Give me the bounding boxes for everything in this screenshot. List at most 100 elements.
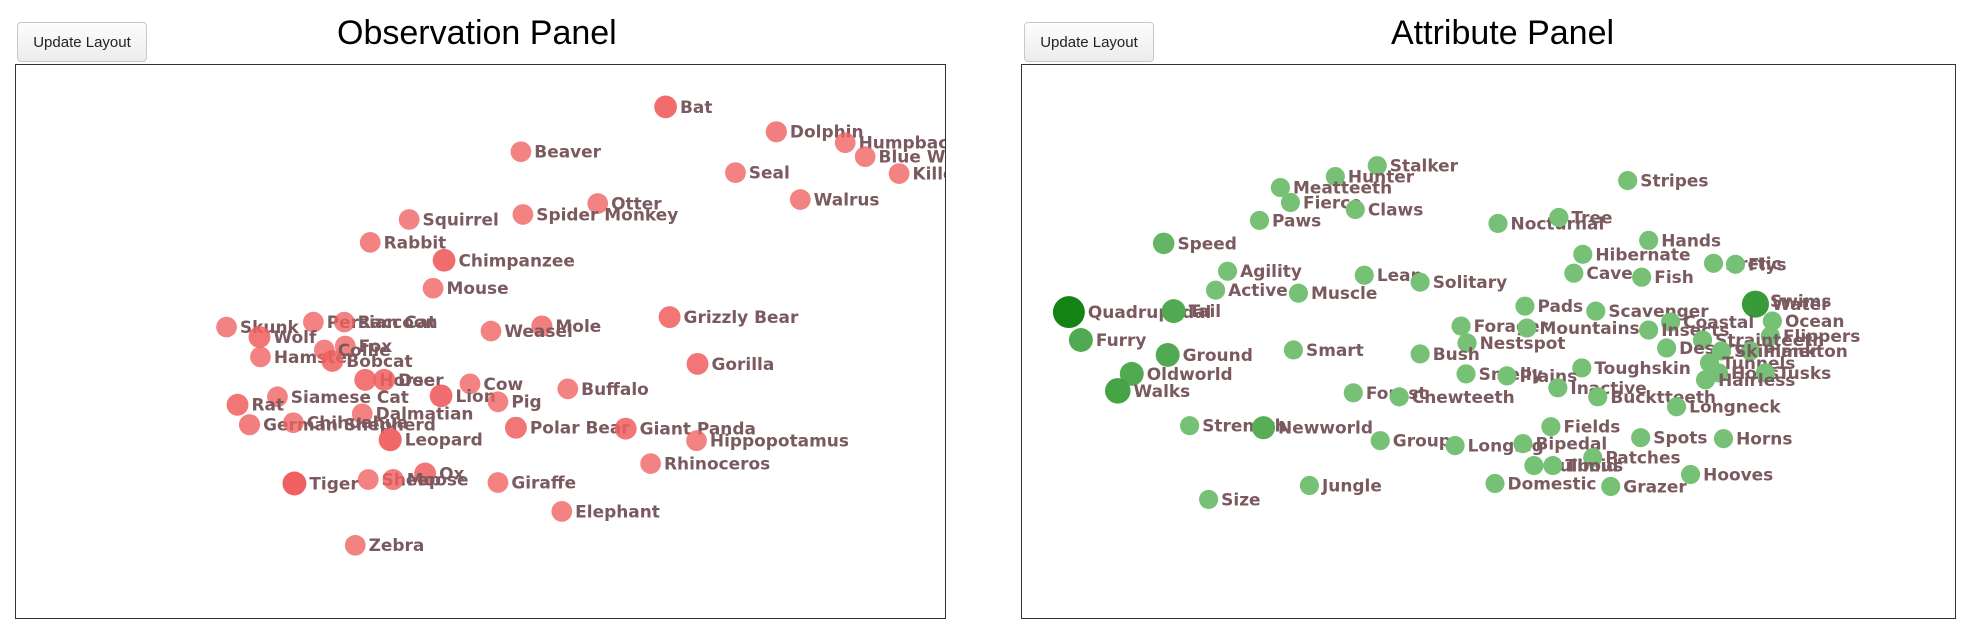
observation-node-chihuahua[interactable]: Chihuahua [283, 412, 408, 434]
observation-node-moose[interactable]: Moose [382, 468, 469, 491]
attribute-node-insects[interactable]: Insects [1639, 320, 1729, 340]
attribute-node-chewteeth[interactable]: Chewteeth [1389, 387, 1515, 407]
observation-dot[interactable] [504, 416, 527, 439]
observation-node-mouse[interactable]: Mouse [422, 277, 509, 299]
attribute-dot[interactable] [1217, 261, 1238, 281]
observation-node-bobcat[interactable]: Bobcat [321, 349, 413, 372]
observation-dot[interactable] [248, 326, 271, 348]
observation-node-dalmatian[interactable]: Dalmatian [351, 403, 474, 425]
attribute-node-scavenger[interactable]: Scavenger [1586, 301, 1709, 321]
attribute-dot[interactable] [1119, 361, 1144, 386]
attribute-node-nestspot[interactable]: Nestspot [1457, 333, 1565, 353]
observation-node-giant-panda[interactable]: Giant Panda [614, 417, 756, 440]
attribute-node-solitary[interactable]: Solitary [1410, 272, 1508, 292]
attribute-node-muscle[interactable]: Muscle [1288, 283, 1378, 303]
attribute-dot[interactable] [1564, 263, 1584, 283]
observation-node-giraffe[interactable]: Giraffe [487, 472, 576, 493]
attribute-dot[interactable] [1740, 341, 1761, 361]
observation-dot[interactable] [283, 412, 304, 434]
observation-dot[interactable] [378, 428, 402, 452]
observation-dot[interactable] [359, 231, 381, 253]
observation-dot[interactable] [765, 121, 787, 143]
observation-dot[interactable] [640, 453, 662, 474]
attribute-dot[interactable] [1549, 207, 1569, 228]
observation-node-spider-monkey[interactable]: Spider Monkey [512, 204, 679, 225]
attribute-dot[interactable] [1445, 436, 1465, 456]
observation-node-pig[interactable]: Pig [487, 391, 542, 413]
observation-node-raccoon[interactable]: Raccoon [333, 311, 438, 333]
observation-dot[interactable] [216, 316, 237, 338]
observation-node-chimpanzee[interactable]: Chimpanzee [432, 248, 575, 272]
observation-scatter[interactable]: BatDolphinHumpback WhaleBlue WhaleKiller… [16, 65, 945, 618]
observation-node-buffalo[interactable]: Buffalo [557, 378, 649, 400]
attribute-dot[interactable] [1152, 232, 1175, 255]
attribute-dot[interactable] [1161, 299, 1186, 324]
attribute-dot[interactable] [1288, 283, 1308, 303]
attribute-node-cave[interactable]: Cave [1564, 263, 1633, 283]
attribute-dot[interactable] [1639, 230, 1659, 250]
attribute-node-hibernate[interactable]: Hibernate [1573, 244, 1690, 264]
observation-node-humpback-whale[interactable]: Humpback Whale [834, 132, 945, 154]
observation-dot[interactable] [398, 209, 420, 230]
attribute-dot[interactable] [1515, 296, 1535, 316]
observation-dot[interactable] [531, 315, 553, 337]
attribute-node-grazer[interactable]: Grazer [1601, 476, 1687, 496]
observation-node-deer[interactable]: Deer [373, 368, 444, 391]
attribute-dot[interactable] [1105, 378, 1131, 404]
observation-dot[interactable] [238, 414, 261, 436]
attribute-dot[interactable] [1680, 464, 1701, 485]
attribute-node-spots[interactable]: Spots [1631, 428, 1707, 448]
attribute-node-walks[interactable]: Walks [1105, 378, 1190, 404]
observation-node-polar-bear[interactable]: Polar Bear [504, 416, 630, 439]
attribute-dot[interactable] [1299, 475, 1319, 496]
observation-dot[interactable] [614, 417, 637, 440]
attribute-dot[interactable] [1283, 340, 1303, 360]
attribute-node-coastal[interactable]: Coastal [1661, 312, 1754, 332]
observation-dot[interactable] [834, 132, 856, 154]
attribute-node-water[interactable]: Water [1741, 290, 1830, 318]
attribute-node-ground[interactable]: Ground [1155, 342, 1253, 367]
attribute-dot[interactable] [1270, 177, 1291, 198]
observation-dot[interactable] [382, 468, 404, 491]
attribute-dot[interactable] [1657, 338, 1677, 358]
attribute-dot[interactable] [1524, 455, 1544, 476]
attribute-dot[interactable] [1068, 328, 1093, 352]
attribute-dot[interactable] [1488, 213, 1508, 233]
attribute-node-pads[interactable]: Pads [1515, 296, 1583, 316]
attribute-node-skimmer[interactable]: Skimmer [1711, 341, 1819, 361]
attribute-node-strainteeth[interactable]: Strainteeth [1692, 330, 1824, 350]
observation-node-gorilla[interactable]: Gorilla [686, 352, 775, 375]
attribute-node-hooves[interactable]: Hooves [1680, 464, 1773, 485]
observation-dot[interactable] [414, 462, 437, 485]
observation-node-elephant[interactable]: Elephant [551, 501, 660, 522]
observation-node-rhinoceros[interactable]: Rhinoceros [640, 453, 770, 474]
attribute-node-stalker[interactable]: Stalker [1367, 156, 1459, 176]
observation-dot[interactable] [373, 368, 396, 391]
attribute-dot[interactable] [1583, 448, 1603, 468]
attribute-dot[interactable] [1280, 192, 1301, 213]
attribute-dot[interactable] [1661, 312, 1681, 332]
observation-node-killer-whale[interactable]: Killer Whale [888, 163, 945, 184]
observation-dot[interactable] [686, 430, 707, 452]
attribute-dot[interactable] [1639, 320, 1659, 340]
attribute-node-domestic[interactable]: Domestic [1485, 473, 1596, 493]
attribute-dot[interactable] [1389, 387, 1409, 407]
observation-dot[interactable] [321, 349, 344, 372]
observation-dot[interactable] [510, 141, 532, 163]
observation-node-leopard[interactable]: Leopard [378, 428, 483, 452]
attribute-plot-area[interactable]: Stalker Hunter Meatteeth Fierce Claws Stripes… [1021, 64, 1956, 619]
attribute-dot[interactable] [1713, 429, 1734, 449]
attribute-node-agility[interactable]: Agility [1217, 261, 1302, 281]
attribute-node-timid[interactable]: Timid [1543, 456, 1618, 476]
attribute-node-tail[interactable]: Tail [1161, 299, 1221, 324]
attribute-dot[interactable] [1052, 296, 1085, 329]
observation-node-rabbit[interactable]: Rabbit [359, 231, 446, 253]
attribute-node-speed[interactable]: Speed [1152, 232, 1237, 255]
attribute-node-horns[interactable]: Horns [1713, 429, 1793, 449]
attribute-node-smart[interactable]: Smart [1283, 340, 1364, 360]
attribute-node-active[interactable]: Active [1206, 280, 1288, 300]
update-layout-button[interactable]: Update Layout [17, 22, 147, 62]
attribute-dot[interactable] [1667, 397, 1687, 417]
attribute-node-bush[interactable]: Bush [1410, 344, 1480, 364]
observation-dot[interactable] [357, 469, 379, 490]
